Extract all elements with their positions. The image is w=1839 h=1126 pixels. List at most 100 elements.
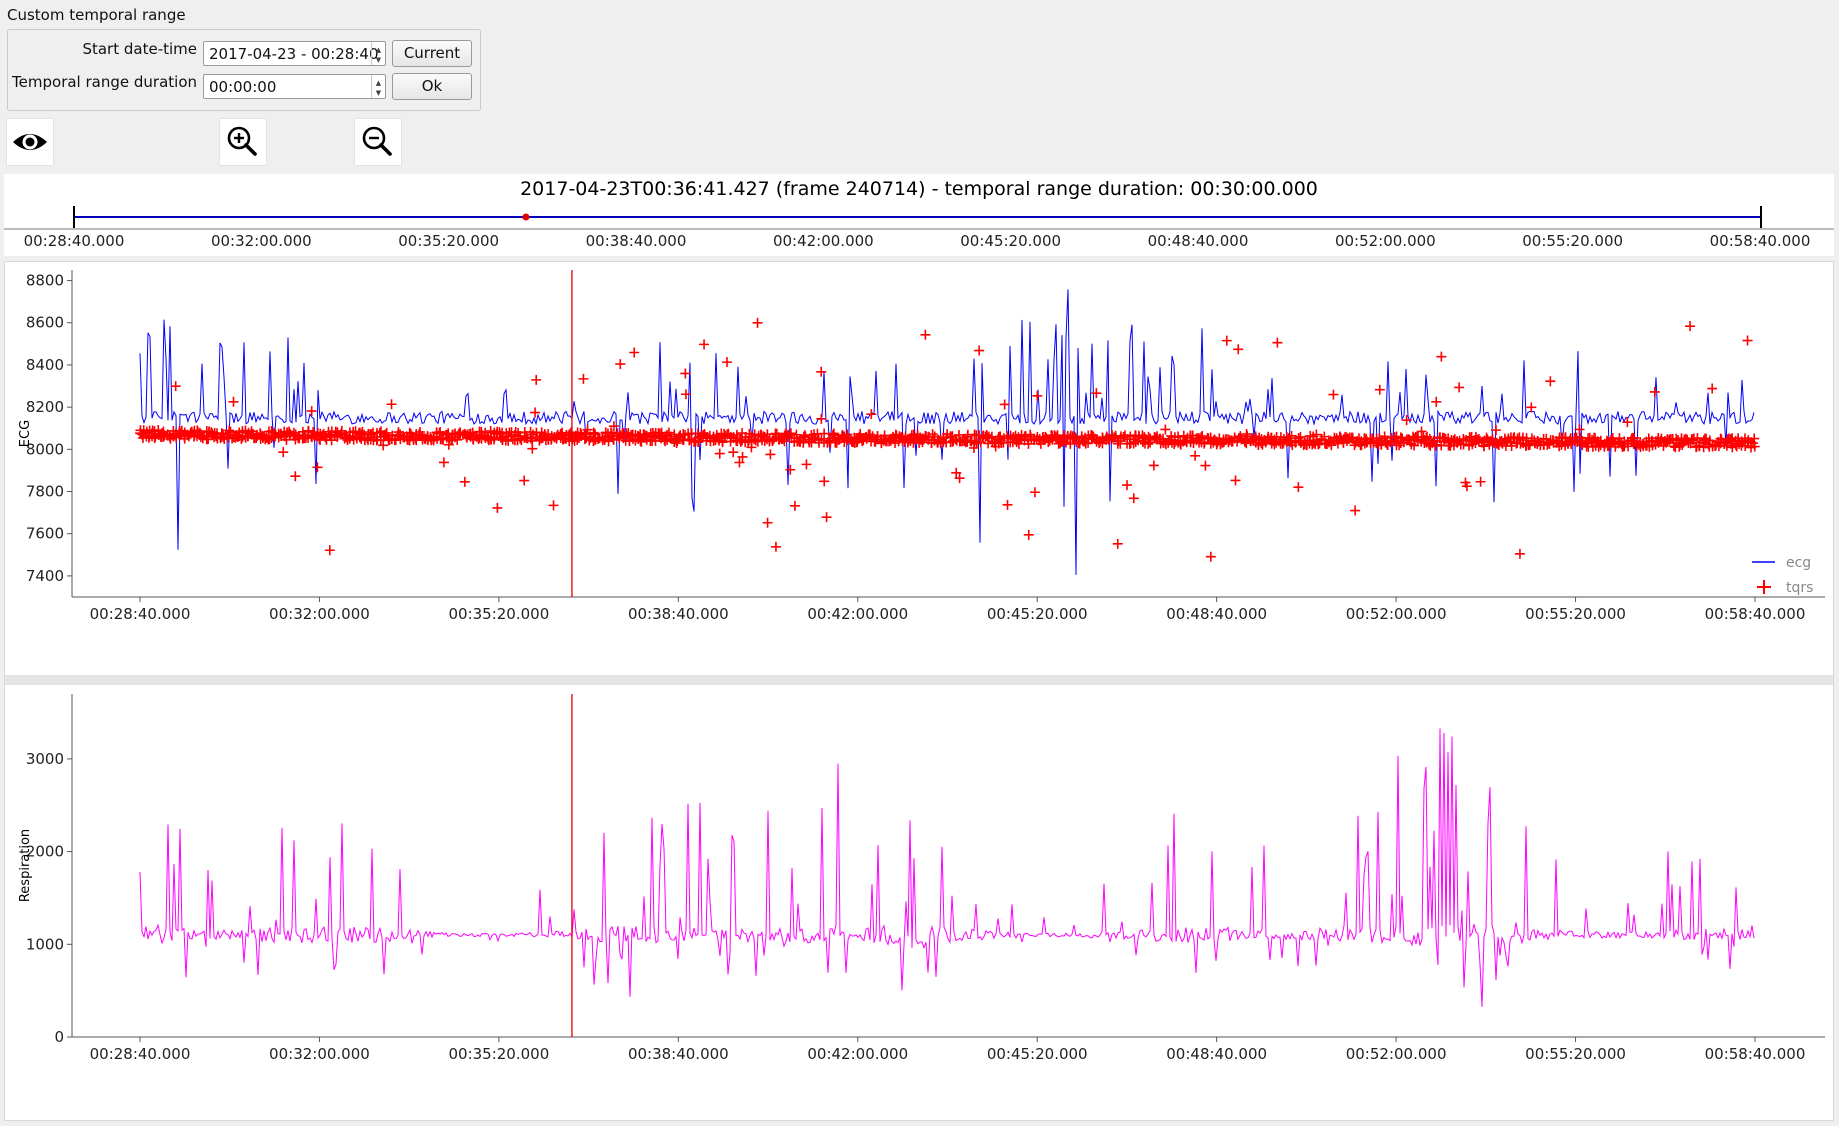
tqrs-marker [1436, 351, 1447, 362]
timeline-panel[interactable]: 2017-04-23T00:36:41.427 (frame 240714) -… [4, 174, 1834, 256]
x-tick-label: 00:58:40.000 [1705, 605, 1806, 623]
plots-canvas[interactable]: 7400 7600 7800 8000 8200 8400 8600 8800 00:28:40… [5, 262, 1833, 1120]
tqrs-marker [1649, 386, 1660, 397]
zoom-in-button[interactable] [219, 118, 267, 166]
tqrs-marker [381, 427, 392, 438]
ok-button[interactable]: Ok [392, 73, 472, 100]
zoom-out-button[interactable] [354, 118, 402, 166]
tqrs-marker [1148, 460, 1159, 471]
tqrs-marker [1389, 435, 1400, 446]
legend-tqrs-label: tqrs [1786, 580, 1813, 596]
ecg-chart: 7400 7600 7800 8000 8200 8400 8600 8800 00:28:40… [18, 270, 1825, 623]
x-tick-label: 00:45:20.000 [987, 605, 1088, 623]
tqrs-marker [530, 407, 541, 418]
tqrs-marker [1461, 481, 1472, 492]
tqrs-marker [531, 374, 542, 385]
tqrs-marker [1506, 440, 1517, 451]
tqrs-marker [954, 473, 965, 484]
tqrs-marker [1401, 415, 1412, 426]
timeline-tick-label: 00:48:40.000 [1148, 232, 1249, 250]
timeline-tick-label: 00:38:40.000 [586, 232, 687, 250]
tqrs-marker [306, 406, 317, 417]
tqrs-marker [1742, 335, 1753, 346]
tqrs-marker [1190, 450, 1201, 461]
tqrs-marker [699, 339, 710, 350]
tqrs-marker [765, 449, 776, 460]
tqrs-marker [819, 476, 830, 487]
tqrs-marker [1293, 482, 1304, 493]
tqrs-marker [1091, 388, 1102, 399]
tqrs-marker [1221, 335, 1232, 346]
timeline-tick-label: 00:42:00.000 [773, 232, 874, 250]
tqrs-marker [290, 471, 301, 482]
timeline-tick-label: 00:58:40.000 [1710, 232, 1811, 250]
tqrs-marker [1374, 384, 1385, 395]
current-button[interactable]: Current [392, 40, 472, 67]
tqrs-marker [170, 381, 181, 392]
y-tick-label: 7800 [26, 483, 64, 501]
tqrs-marker [951, 467, 962, 478]
tqrs-marker [1197, 431, 1208, 442]
start-datetime-input[interactable]: 2017-04-23 - 00:28:40 ▲ ▼ [203, 41, 386, 66]
y-tick-label: 8200 [26, 398, 64, 416]
tqrs-marker [746, 442, 757, 453]
tqrs-marker [1628, 432, 1639, 443]
eye-icon [13, 134, 47, 150]
y-tick-label: 7400 [26, 567, 64, 585]
tqrs-marker [236, 433, 247, 444]
tqrs-marker [1685, 321, 1696, 332]
timeline-cursor-handle[interactable] [522, 213, 530, 221]
tqrs-marker [789, 500, 800, 511]
tqrs-marker [821, 512, 832, 523]
duration-input[interactable]: 00:00:00 ▲ ▼ [203, 74, 386, 99]
spin-arrows-icon[interactable]: ▲ ▼ [371, 42, 385, 65]
tqrs-marker [578, 373, 589, 384]
tqrs-marker [557, 427, 568, 438]
tqrs-marker [224, 425, 235, 436]
timeline-slider[interactable]: 00:28:40.000 00:32:00.000 00:35:20.000 00:3… [4, 174, 1834, 256]
toggle-visibility-button[interactable] [6, 118, 54, 166]
tqrs-marker [770, 541, 781, 552]
x-tick-label: 00:32:00.000 [269, 605, 370, 623]
tqrs-marker [1241, 438, 1252, 449]
timeline-tick-label: 00:52:00.000 [1335, 232, 1436, 250]
tqrs-marker [582, 424, 593, 435]
tqrs-marker [588, 436, 599, 447]
tqrs-marker [629, 347, 640, 358]
tqrs-marker [1233, 344, 1244, 355]
tqrs-marker [1416, 426, 1427, 437]
tqrs-marker [1749, 433, 1760, 444]
tqrs-marker [680, 389, 691, 400]
respiration-chart: 0 1000 2000 3000 00:28:40.000 00:32:00.000 00:… [18, 694, 1825, 1063]
custom-range-title: Custom temporal range [7, 6, 186, 24]
tqrs-marker [1491, 425, 1502, 436]
tqrs-marker [1230, 475, 1241, 486]
tqrs-marker [974, 345, 985, 356]
tqrs-marker [1328, 389, 1339, 400]
tqrs-marker [1284, 435, 1295, 446]
x-tick-label: 00:42:00.000 [807, 605, 908, 623]
tqrs-marker [728, 447, 739, 458]
spin-arrows-icon[interactable]: ▲ ▼ [371, 75, 385, 98]
x-tick-label: 00:28:40.000 [90, 1045, 191, 1063]
tqrs-marker [639, 432, 650, 443]
tqrs-marker [920, 329, 931, 340]
tqrs-marker [1286, 430, 1297, 441]
x-tick-label: 00:38:40.000 [628, 1045, 729, 1063]
tqrs-marker [579, 434, 590, 445]
series-ecg [139, 289, 1755, 575]
tqrs-marker [680, 368, 691, 379]
tqrs-marker [1032, 390, 1043, 401]
tqrs-marker [1514, 548, 1525, 559]
tqrs-marker [1205, 551, 1216, 562]
x-tick-label: 00:52:00.000 [1346, 1045, 1447, 1063]
tqrs-marker [1475, 476, 1486, 487]
tqrs-marker [1545, 376, 1556, 387]
tqrs-marker [714, 448, 725, 459]
timeline-title: 2017-04-23T00:36:41.427 (frame 240714) -… [520, 178, 1318, 200]
legend-tqrs-swatch [1757, 580, 1771, 594]
tqrs-marker [1128, 493, 1139, 504]
tqrs-marker [1391, 431, 1402, 442]
tqrs-marker [1622, 417, 1633, 428]
tqrs-marker [785, 464, 796, 475]
